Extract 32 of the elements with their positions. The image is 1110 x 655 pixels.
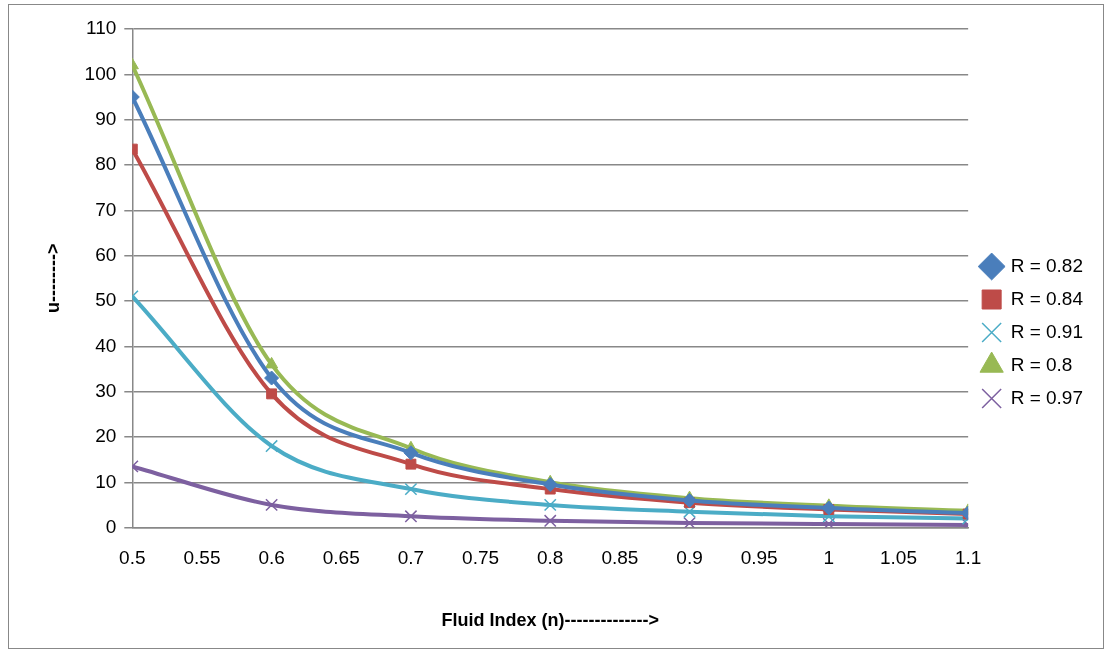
y-tick-label: 50: [95, 289, 117, 311]
legend-label: R = 0.8: [1010, 353, 1073, 375]
x-tick-label: 1: [823, 547, 835, 569]
y-tick-label: 0: [105, 515, 117, 537]
legend-label: R = 0.82: [1010, 254, 1084, 276]
x-tick-label: 0.55: [183, 547, 221, 569]
y-tick-label: 70: [95, 198, 117, 220]
y-tick-label: 10: [95, 470, 117, 492]
x-tick-label: 0.85: [601, 547, 639, 569]
x-tick-label: 0.7: [397, 547, 425, 569]
legend-label: R = 0.84: [1010, 287, 1084, 309]
x-tick-label: 0.65: [322, 547, 360, 569]
y-tick-label: 110: [86, 17, 117, 39]
x-tick-label: 0.95: [740, 547, 778, 569]
legend-label: R = 0.91: [1010, 320, 1084, 342]
x-tick-label: 0.6: [258, 547, 285, 569]
x-axis-title: Fluid Index (n)-------------->: [441, 610, 659, 631]
y-tick-label: 100: [84, 62, 117, 84]
y-tick-label: 80: [95, 153, 117, 175]
y-tick-label: 20: [95, 425, 117, 447]
y-tick-label: 40: [95, 334, 117, 356]
x-tick-label: 0.75: [462, 547, 500, 569]
x-tick-label: 0.9: [676, 547, 703, 569]
y-tick-label: 30: [95, 379, 117, 401]
y-tick-label: 90: [95, 107, 117, 129]
y-tick-label: 60: [95, 243, 117, 265]
x-tick-label: 1.1: [954, 547, 982, 569]
legend-label: R = 0.97: [1010, 386, 1084, 408]
x-tick-label: 1.05: [880, 547, 917, 569]
x-tick-label: 0.8: [537, 547, 564, 569]
y-axis-title: u-------->: [42, 243, 63, 314]
x-tick-label: 0.5: [119, 547, 146, 569]
